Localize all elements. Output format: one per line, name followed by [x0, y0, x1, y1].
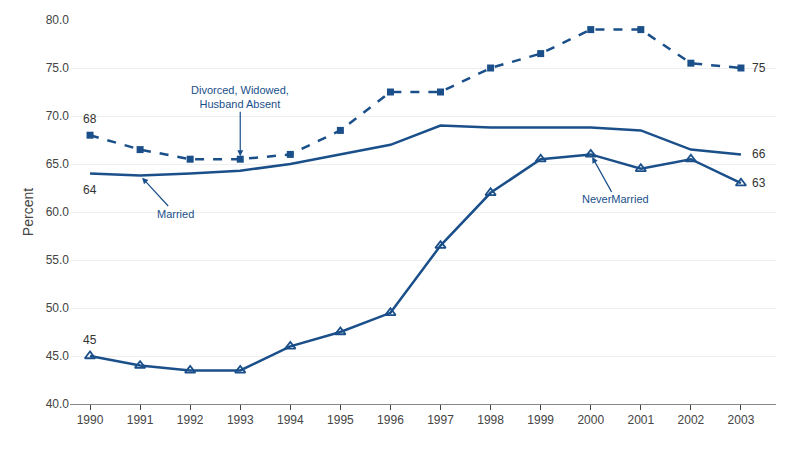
svg-text:1998: 1998	[477, 413, 504, 427]
svg-text:Divorced, Widowed,Husband Abse: Divorced, Widowed,Husband Absent	[191, 84, 289, 110]
svg-text:45.0: 45.0	[46, 349, 70, 363]
svg-text:60.0: 60.0	[46, 205, 70, 219]
svg-text:80.0: 80.0	[46, 13, 70, 27]
svg-text:45: 45	[83, 333, 97, 347]
svg-text:1992: 1992	[177, 413, 204, 427]
svg-text:1990: 1990	[77, 413, 104, 427]
svg-text:2000: 2000	[577, 413, 604, 427]
svg-text:64: 64	[83, 183, 97, 197]
svg-text:66: 66	[752, 147, 766, 161]
svg-text:1991: 1991	[127, 413, 154, 427]
svg-text:2002: 2002	[678, 413, 705, 427]
svg-text:2003: 2003	[728, 413, 755, 427]
svg-text:2001: 2001	[627, 413, 654, 427]
svg-text:NeverMarried: NeverMarried	[582, 193, 649, 205]
svg-text:63: 63	[752, 176, 766, 190]
svg-text:1994: 1994	[277, 413, 304, 427]
svg-text:1997: 1997	[427, 413, 454, 427]
svg-text:Percent: Percent	[20, 188, 36, 236]
svg-text:1993: 1993	[227, 413, 254, 427]
svg-text:1996: 1996	[377, 413, 404, 427]
svg-text:75.0: 75.0	[46, 61, 70, 75]
svg-text:1995: 1995	[327, 413, 354, 427]
svg-text:65.0: 65.0	[46, 157, 70, 171]
svg-text:Married: Married	[157, 208, 194, 220]
svg-text:55.0: 55.0	[46, 253, 70, 267]
svg-text:68: 68	[83, 112, 97, 126]
svg-text:40.0: 40.0	[46, 397, 70, 411]
svg-text:50.0: 50.0	[46, 301, 70, 315]
svg-text:70.0: 70.0	[46, 109, 70, 123]
svg-text:75: 75	[752, 61, 766, 75]
svg-text:1999: 1999	[527, 413, 554, 427]
